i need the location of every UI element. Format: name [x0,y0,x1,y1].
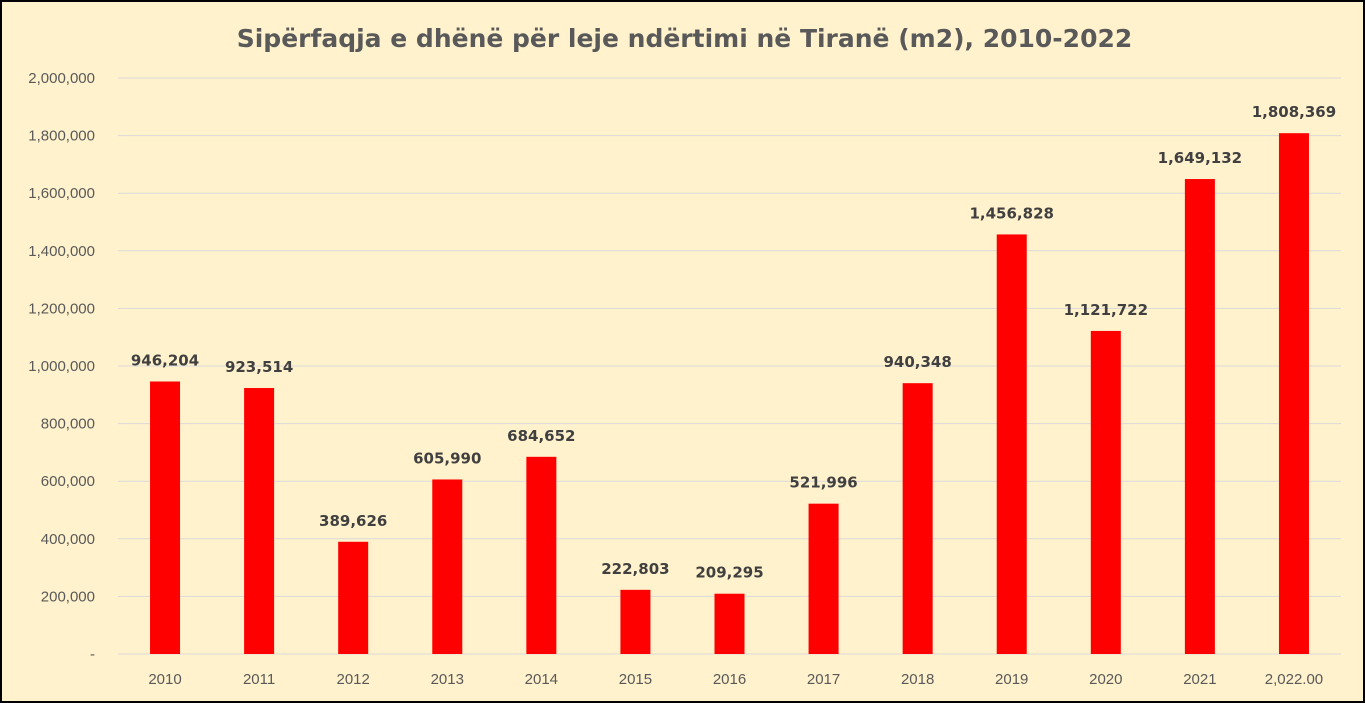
x-tick-label: 2016 [713,671,746,688]
x-tick-label: 2015 [619,671,652,688]
y-tick-label: - [90,646,95,663]
bar [432,479,463,654]
chart-title: Sipërfaqja e dhënë për leje ndërtimi në … [236,24,1133,53]
data-label: 222,803 [601,560,669,578]
y-tick-label: 1,200,000 [28,300,95,317]
data-label: 1,649,132 [1158,149,1242,167]
y-tick-label: 2,000,000 [28,70,95,87]
data-label: 684,652 [507,427,575,445]
bar [244,388,275,654]
x-tick-label: 2020 [1089,671,1122,688]
x-tick-label: 2010 [148,671,181,688]
data-label: 389,626 [319,512,387,530]
x-tick-label: 2017 [807,671,840,688]
x-tick-label: 2014 [525,671,558,688]
bar [996,234,1027,654]
data-label: 1,808,369 [1252,103,1336,121]
x-tick-label: 2012 [337,671,370,688]
bar [526,456,557,654]
y-tick-label: 800,000 [41,416,95,433]
bar [808,503,839,654]
bar [1184,179,1215,654]
bar [620,589,651,654]
y-tick-label: 200,000 [41,588,95,605]
data-label: 1,456,828 [969,204,1053,222]
data-label: 521,996 [789,474,857,492]
x-tick-label: 2018 [901,671,934,688]
data-label: 946,204 [131,351,199,369]
y-tick-label: 1,000,000 [28,358,95,375]
bar [714,593,745,654]
bar [1278,133,1309,655]
y-tick-label: 400,000 [41,531,95,548]
data-label: 923,514 [225,358,293,376]
data-label: 940,348 [883,353,951,371]
y-tick-label: 1,400,000 [28,243,95,260]
x-tick-label: 2,022.00 [1265,671,1323,688]
x-tick-label: 2013 [431,671,464,688]
y-tick-label: 1,800,000 [28,128,95,145]
data-label: 209,295 [695,564,763,582]
data-label: 605,990 [413,449,481,467]
bar [338,541,369,654]
x-tick-label: 2019 [995,671,1028,688]
data-label: 1,121,722 [1064,301,1148,319]
x-tick-label: 2021 [1183,671,1216,688]
bar [902,383,933,654]
bar [150,381,181,654]
y-tick-label: 600,000 [41,473,95,490]
y-tick-label: 1,600,000 [28,185,95,202]
x-tick-label: 2011 [243,671,275,688]
bar [1090,330,1121,654]
